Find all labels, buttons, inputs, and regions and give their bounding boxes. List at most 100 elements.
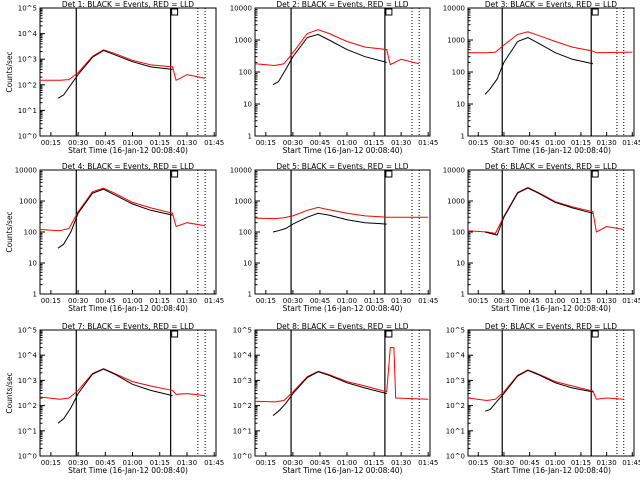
x-tick-label: 00:30 [68,459,88,467]
x-tick-label: 01:00 [545,139,565,147]
series-lld [467,187,624,234]
y-tick-label: 1000 [234,198,252,206]
x-tick-label: 01:45 [418,297,438,305]
y-tick-label: 10^2 [233,402,252,410]
plot-frame [467,7,635,137]
y-tick-label: 10^3 [233,377,252,385]
x-tick-label: 00:45 [310,459,330,467]
x-tick-label: 01:15 [571,139,591,147]
series-lld [468,31,633,54]
series-events [57,188,173,249]
marker-box [385,330,393,338]
y-tick-label: 10 [243,101,252,109]
x-axis-label: Start Time (16-Jan-12 00:08:40) [283,146,403,155]
y-tick-label: 1 [248,291,252,299]
marker-box [171,330,179,338]
y-tick-label: 10^1 [446,427,465,435]
detector-panel-2: Det 2: BLACK = Events, RED = LLD 1 10 100 10… [230,0,439,155]
y-tick-label: 10^3 [18,377,37,385]
y-tick-label: 100 [452,229,465,237]
series-lld [467,369,624,402]
y-tick-label: 10000 [230,5,252,13]
series-events [484,369,593,412]
series-lld [39,187,206,232]
x-tick-label: 00:30 [283,139,303,147]
x-tick-label: 01:00 [122,297,142,305]
x-tick-label: 01:45 [418,139,438,147]
plot-frame [254,329,431,457]
x-tick-label: 01:15 [571,459,591,467]
series-lld [254,29,420,67]
x-tick-label: 00:30 [494,459,514,467]
y-tick-label: 10000 [230,167,252,175]
x-tick-label: 01:15 [571,297,591,305]
marker-box [171,170,179,178]
x-tick-label: 01:30 [597,459,617,467]
y-tick-label: 1000 [234,37,252,45]
x-tick-label: 01:45 [622,297,640,305]
x-tick-label: 01:15 [150,459,170,467]
detector-panel-6: Det 6: BLACK = Events, RED = LLD 1 10 100 10… [443,162,640,313]
y-tick-label: 1 [33,291,37,299]
x-tick-label: 01:00 [337,297,357,305]
x-tick-label: 01:00 [545,459,565,467]
y-tick-label: 10000 [15,167,37,175]
x-tick-label: 00:45 [310,139,330,147]
panel-title: Det 6: BLACK = Events, RED = LLD [485,162,617,171]
x-axis-label: Start Time (16-Jan-12 00:08:40) [68,146,188,155]
series-events [484,36,594,95]
x-tick-label: 00:15 [256,459,276,467]
panel-title: Det 4: BLACK = Events, RED = LLD [62,162,194,171]
detector-panel-9: Det 9: BLACK = Events, RED = LLD 10^0 10^1… [446,322,640,475]
y-tick-label: 1 [248,133,252,141]
x-axis-label: Start Time (16-Jan-12 00:08:40) [491,146,611,155]
x-tick-label: 00:30 [283,459,303,467]
x-tick-label: 01:00 [337,459,357,467]
x-axis-label: Start Time (16-Jan-12 00:08:40) [491,304,611,313]
x-tick-label: 01:00 [545,297,565,305]
y-tick-label: 10^0 [446,453,465,461]
y-tick-label: 10^5 [18,5,37,13]
marker-box [385,170,393,178]
y-tick-label: 10^4 [18,352,38,360]
x-tick-label: 01:00 [122,459,142,467]
y-tick-label: 10^5 [18,327,37,335]
y-tick-label: 10^2 [18,402,37,410]
y-tick-label: 100 [239,69,252,77]
plot-frame [39,169,217,295]
x-tick-label: 01:15 [150,297,170,305]
y-tick-label: 10^1 [18,107,37,115]
y-tick-label: 10^2 [18,81,37,89]
x-axis-label: Start Time (16-Jan-12 00:08:40) [68,304,188,313]
series-events [272,33,387,86]
y-tick-label: 1000 [19,198,37,206]
x-tick-label: 00:30 [68,139,88,147]
series-events [57,49,173,99]
x-tick-label: 00:45 [95,139,115,147]
x-tick-label: 00:15 [468,459,488,467]
y-tick-label: 10 [243,260,252,268]
y-tick-label: 10 [456,101,465,109]
x-tick-label: 01:45 [204,139,224,147]
x-tick-label: 01:45 [204,297,224,305]
x-tick-label: 00:15 [256,139,276,147]
x-tick-label: 01:45 [622,139,640,147]
series-events [484,187,594,236]
y-tick-label: 10^3 [18,56,37,64]
plot-frame [39,329,217,457]
y-tick-label: 1000 [447,37,465,45]
x-tick-label: 00:15 [41,297,61,305]
panel-title: Det 8: BLACK = Events, RED = LLD [276,322,408,331]
x-axis-label: Start Time (16-Jan-12 00:08:40) [283,466,403,475]
y-tick-label: 10000 [443,167,465,175]
y-axis-label: Counts/sec [5,372,14,413]
series-lld [39,368,206,400]
x-tick-label: 00:15 [468,139,488,147]
x-tick-label: 01:30 [597,139,617,147]
y-tick-label: 10^5 [446,327,465,335]
y-tick-label: 1 [461,291,465,299]
y-tick-label: 10000 [443,5,465,13]
x-tick-label: 01:15 [364,297,384,305]
y-tick-label: 10^0 [18,133,37,141]
